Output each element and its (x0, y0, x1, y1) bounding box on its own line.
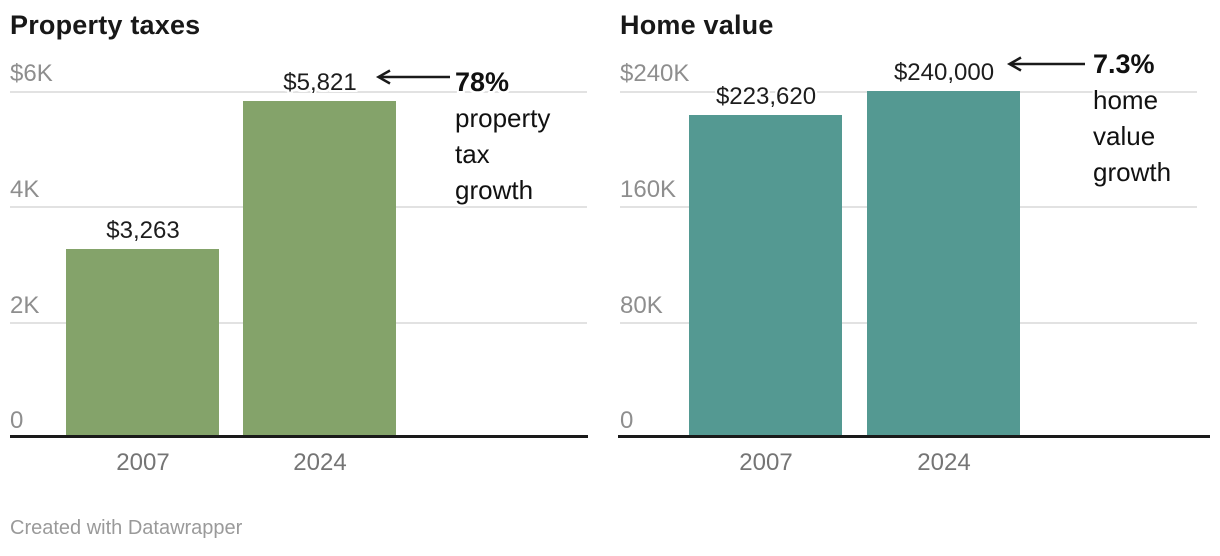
y-tick-label: 4K (10, 176, 40, 203)
x-tick-label: 2007 (116, 449, 170, 476)
x-tick-label: 2024 (917, 449, 971, 476)
y-tick-label: 80K (620, 292, 663, 319)
x-axis-line (618, 435, 1210, 438)
y-tick-label: 0 (10, 407, 24, 434)
x-tick-label: 2024 (293, 449, 347, 476)
value-label: $5,821 (283, 69, 357, 96)
y-tick-label: 2K (10, 292, 40, 319)
chart-panel-home-value: Home value $240K 160K 80K 0 $223,620 $24… (610, 0, 1220, 556)
left-arrow-icon (1006, 56, 1085, 72)
annotation-line: growth (455, 175, 534, 205)
annotation-percent: 7.3% (1093, 49, 1155, 79)
x-tick-label: 2007 (739, 449, 793, 476)
annotation-line: home (1093, 85, 1159, 115)
annotation-line: tax (455, 139, 490, 169)
y-tick-label: 160K (620, 176, 677, 203)
y-tick-label: $240K (620, 60, 690, 87)
gridline (10, 91, 587, 93)
annotation-property-tax-growth: 78% property tax growth (455, 64, 550, 208)
annotation-line: property (455, 103, 551, 133)
annotation-home-value-growth: 7.3% home value growth (1093, 46, 1171, 190)
chart-panel-property-taxes: Property taxes $6K 4K 2K 0 $3,263 $5,821… (10, 10, 588, 476)
annotation-line: growth (1093, 157, 1172, 187)
chart-title: Property taxes (10, 10, 201, 40)
bar-2007 (689, 115, 842, 437)
datawrapper-attribution-link[interactable]: Created with Datawrapper (10, 517, 243, 539)
chart-title: Home value (620, 10, 774, 40)
x-axis-line (10, 435, 588, 438)
annotation-percent: 78% (455, 67, 510, 97)
value-label: $240,000 (893, 59, 995, 86)
bar-2024 (867, 91, 1020, 437)
y-tick-label: $6K (10, 60, 53, 87)
bar-2024 (243, 101, 396, 437)
annotation-line: value (1093, 121, 1156, 151)
y-tick-label: 0 (620, 407, 634, 434)
value-label: $223,620 (715, 83, 817, 110)
bar-2007 (66, 249, 219, 437)
value-label: $3,263 (106, 217, 180, 244)
left-arrow-icon (375, 69, 450, 85)
